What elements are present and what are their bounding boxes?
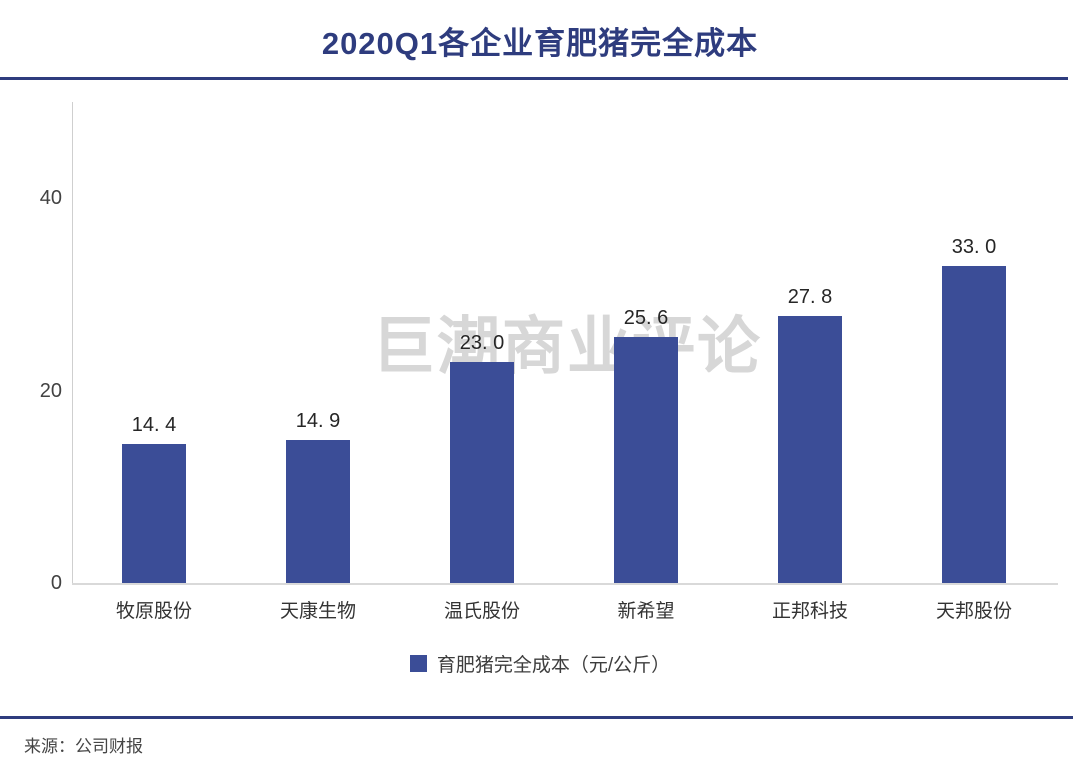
top-divider [0, 77, 1068, 80]
x-axis-label: 天康生物 [279, 601, 356, 622]
bar [614, 336, 678, 583]
bar [122, 444, 186, 583]
y-axis-tick-label: 0 [50, 572, 62, 594]
source-note: 来源：公司财报 [24, 737, 143, 756]
bar-chart: 巨潮商业评论 0 20 40 14. 4 14. 9 23. 0 25. 6 27. 8 33… [39, 102, 1058, 622]
legend-label: 育肥猪完全成本（元/公斤） [436, 655, 671, 676]
bar-value-label: 14. 4 [131, 414, 177, 437]
x-axis-label: 新希望 [617, 601, 675, 622]
y-axis-line [72, 102, 73, 583]
bar-value-label: 33. 0 [951, 235, 997, 258]
bar-value-label: 23. 0 [459, 331, 505, 354]
x-axis-label: 正邦科技 [771, 601, 848, 622]
legend-swatch-icon [409, 655, 427, 672]
y-axis-tick-label: 20 [39, 379, 62, 402]
bottom-divider [0, 716, 1073, 719]
bar [778, 315, 842, 583]
chart-title: 2020Q1各企业育肥猪完全成本 [321, 26, 759, 61]
bar [286, 439, 350, 583]
bar-value-label: 27. 8 [787, 285, 833, 308]
bar [450, 361, 514, 583]
bar-value-label: 14. 9 [295, 409, 341, 432]
watermark: 巨潮商业评论 [372, 312, 762, 382]
bar [942, 265, 1006, 583]
y-axis-tick-label: 40 [39, 187, 62, 210]
legend: 育肥猪完全成本（元/公斤） [0, 650, 1080, 677]
x-axis-label: 温氏股份 [443, 601, 520, 622]
bar-value-label: 25. 6 [623, 306, 669, 329]
x-axis-label: 天邦股份 [935, 601, 1012, 622]
x-axis-label: 牧原股份 [115, 601, 192, 622]
x-axis-baseline [72, 583, 1058, 585]
